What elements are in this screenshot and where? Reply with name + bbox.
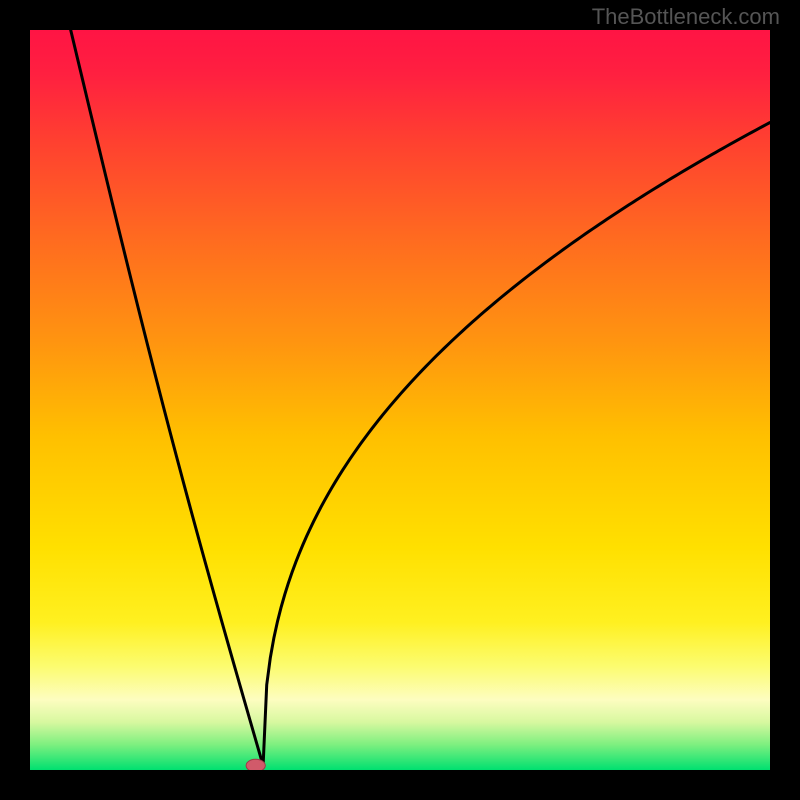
- watermark-text: TheBottleneck.com: [592, 4, 780, 30]
- plot-background-gradient: [30, 30, 770, 770]
- chart-container: TheBottleneck.com: [0, 0, 800, 800]
- bottleneck-chart: [0, 0, 800, 800]
- minimum-marker: [246, 759, 265, 772]
